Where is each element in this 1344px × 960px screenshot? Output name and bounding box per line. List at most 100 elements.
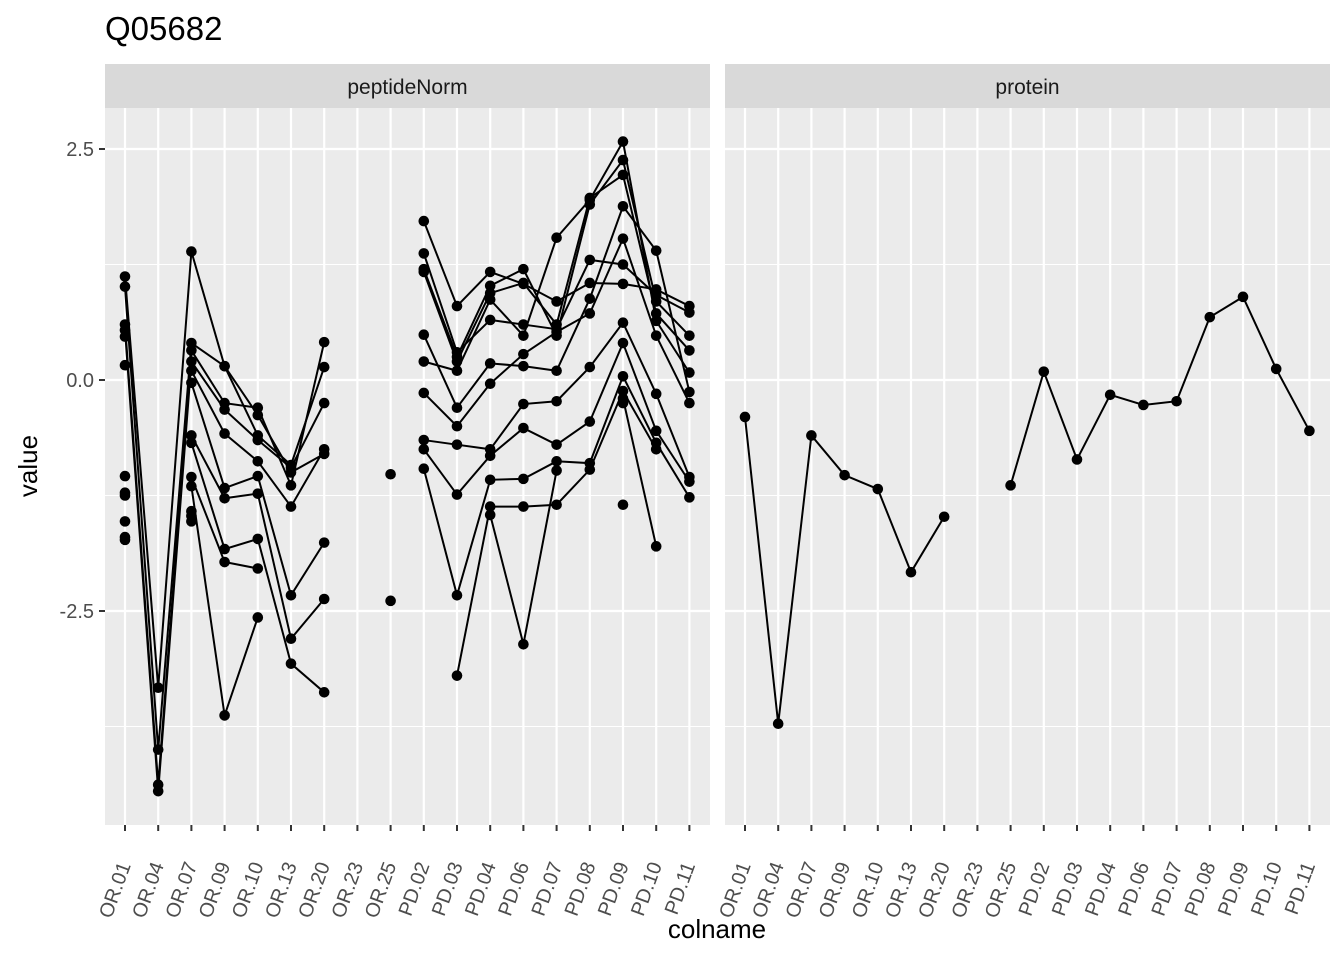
facet-panel-peptideNorm: peptideNormOR.01OR.04OR.07OR.09OR.10OR.1… — [95, 64, 710, 921]
data-point — [518, 422, 529, 434]
data-point — [252, 612, 264, 623]
data-point — [905, 566, 917, 578]
data-point — [418, 329, 430, 341]
data-point — [252, 533, 264, 545]
data-point — [772, 718, 784, 730]
data-point — [872, 483, 884, 495]
y-axis: 2.5 0.0 -2.5 — [60, 139, 105, 623]
data-point — [617, 371, 629, 382]
data-point — [318, 687, 330, 698]
data-point — [484, 294, 496, 305]
data-point — [418, 356, 430, 367]
data-point — [584, 361, 596, 373]
data-point — [252, 456, 264, 467]
data-point — [518, 473, 529, 485]
series-12 — [186, 397, 629, 527]
data-point — [484, 474, 496, 486]
data-point — [252, 434, 264, 446]
data-point — [186, 480, 197, 492]
data-point — [318, 444, 330, 455]
data-point — [418, 463, 430, 475]
data-point — [252, 563, 264, 574]
data-point — [219, 428, 230, 439]
data-point — [551, 319, 562, 330]
data-point — [119, 516, 131, 527]
data-point — [518, 330, 529, 341]
series-7 — [119, 317, 695, 698]
data-point — [219, 482, 230, 494]
data-point — [451, 402, 463, 414]
data-point — [285, 462, 297, 474]
data-point — [418, 387, 430, 399]
data-point — [839, 469, 850, 481]
data-point — [418, 266, 430, 278]
y-tick-label: 2.5 — [66, 139, 94, 161]
data-point — [518, 277, 529, 289]
facet-strip-label: protein — [995, 76, 1059, 99]
data-point — [484, 358, 496, 369]
data-point — [186, 246, 197, 257]
data-point — [584, 277, 596, 289]
data-point — [1071, 454, 1083, 465]
data-point — [650, 425, 662, 437]
data-point — [551, 465, 562, 476]
data-point — [484, 501, 496, 512]
data-point — [650, 388, 662, 400]
y-tick-label: 0.0 — [66, 370, 94, 392]
data-point — [451, 670, 463, 681]
data-point — [617, 259, 629, 270]
facet-panels: 2.5 0.0 -2.5peptideNormOR.01OR.04OR.07OR.0… — [60, 64, 1330, 921]
data-point — [186, 377, 197, 389]
data-point — [119, 359, 131, 371]
data-point — [551, 365, 562, 377]
data-point — [285, 658, 297, 669]
data-point — [551, 395, 562, 407]
data-point — [518, 348, 529, 360]
facet-strip — [725, 64, 1330, 108]
data-point — [684, 492, 695, 503]
data-point — [186, 345, 197, 356]
x-tick-label: PD.11 — [661, 859, 700, 917]
series-6 — [119, 233, 695, 645]
data-point — [938, 511, 950, 523]
data-point — [119, 271, 131, 282]
data-point — [518, 638, 529, 650]
data-point — [484, 450, 496, 462]
data-point — [584, 416, 596, 427]
data-point — [186, 337, 197, 349]
data-point — [551, 326, 562, 338]
x-axis-title: colname — [668, 914, 766, 944]
facet-strip-label: peptideNorm — [347, 76, 467, 99]
data-point — [219, 710, 230, 721]
data-point — [617, 200, 629, 212]
data-point — [617, 337, 629, 349]
facet-strip — [105, 64, 710, 108]
data-point — [186, 471, 197, 483]
data-point — [484, 266, 496, 278]
data-point — [385, 595, 396, 607]
data-point — [119, 534, 131, 546]
data-point — [1138, 399, 1149, 411]
data-point — [451, 439, 463, 450]
data-point — [617, 317, 629, 329]
data-point — [684, 397, 695, 409]
series-14 — [385, 595, 396, 607]
data-point — [119, 331, 131, 342]
data-point — [285, 501, 297, 512]
data-point — [186, 516, 197, 527]
data-point — [451, 365, 463, 377]
data-point — [1204, 311, 1216, 323]
data-point — [617, 233, 629, 244]
data-point — [518, 263, 529, 275]
data-point — [551, 499, 562, 511]
data-point — [617, 278, 629, 290]
data-point — [152, 785, 164, 797]
data-point — [451, 589, 463, 601]
panel-background — [105, 108, 710, 825]
data-point — [285, 589, 297, 601]
data-point — [617, 169, 629, 181]
data-point — [285, 480, 297, 491]
data-point — [186, 365, 197, 377]
data-point — [650, 245, 662, 256]
data-point — [584, 254, 596, 266]
